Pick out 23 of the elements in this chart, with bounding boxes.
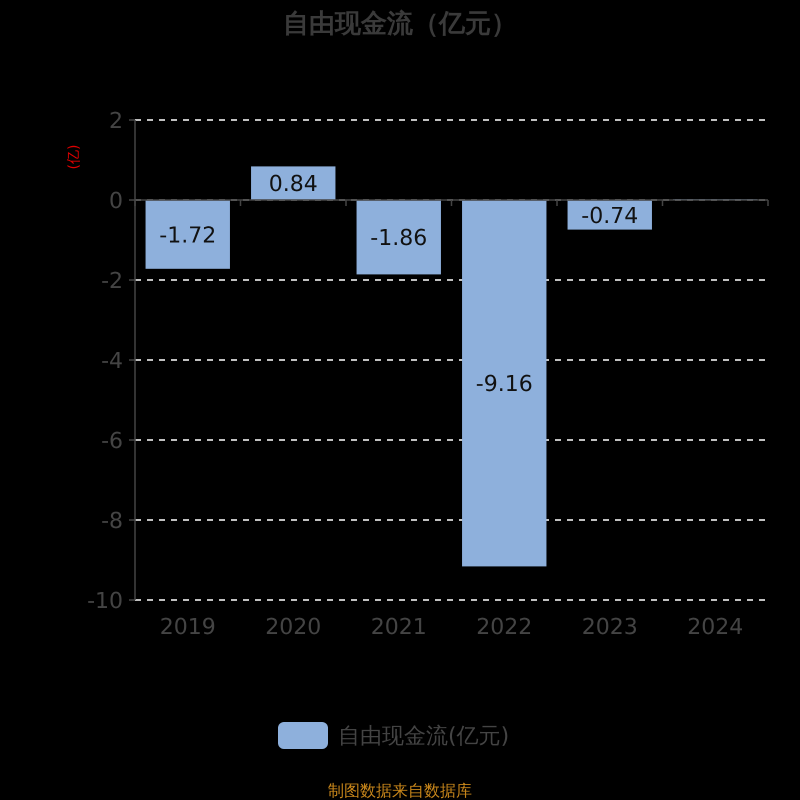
chart-title: 自由现金流（亿元） (283, 9, 517, 39)
data-label: -0.74 (581, 204, 638, 229)
data-label: -9.16 (476, 372, 533, 398)
y-tick-label: -6 (101, 429, 123, 454)
y-tick-label: -10 (87, 589, 123, 614)
y-tick-label: -4 (101, 349, 123, 374)
legend: 自由现金流(亿元) (278, 722, 510, 749)
y-tick-label: -8 (101, 509, 123, 534)
x-tick-label: 2019 (160, 615, 216, 640)
data-label: 0.84 (268, 172, 318, 198)
x-tick-label: 2022 (476, 615, 532, 640)
x-tick-label: 2021 (370, 615, 427, 640)
data-label: -1.86 (370, 226, 428, 252)
x-tick-label: 2024 (687, 615, 744, 640)
y-tick-label: 0 (109, 189, 123, 214)
data-label: -1.72 (159, 223, 216, 248)
y-tick-label: 2 (109, 109, 123, 134)
legend-label: 自由现金流(亿元) (338, 724, 510, 749)
x-tick-label: 2020 (265, 615, 322, 640)
y-tick-label: -2 (101, 269, 123, 294)
y-axis-title: (亿) (66, 144, 82, 170)
x-tick-label: 2023 (582, 615, 638, 640)
text: 制图数据来自数据库 (328, 781, 472, 800)
